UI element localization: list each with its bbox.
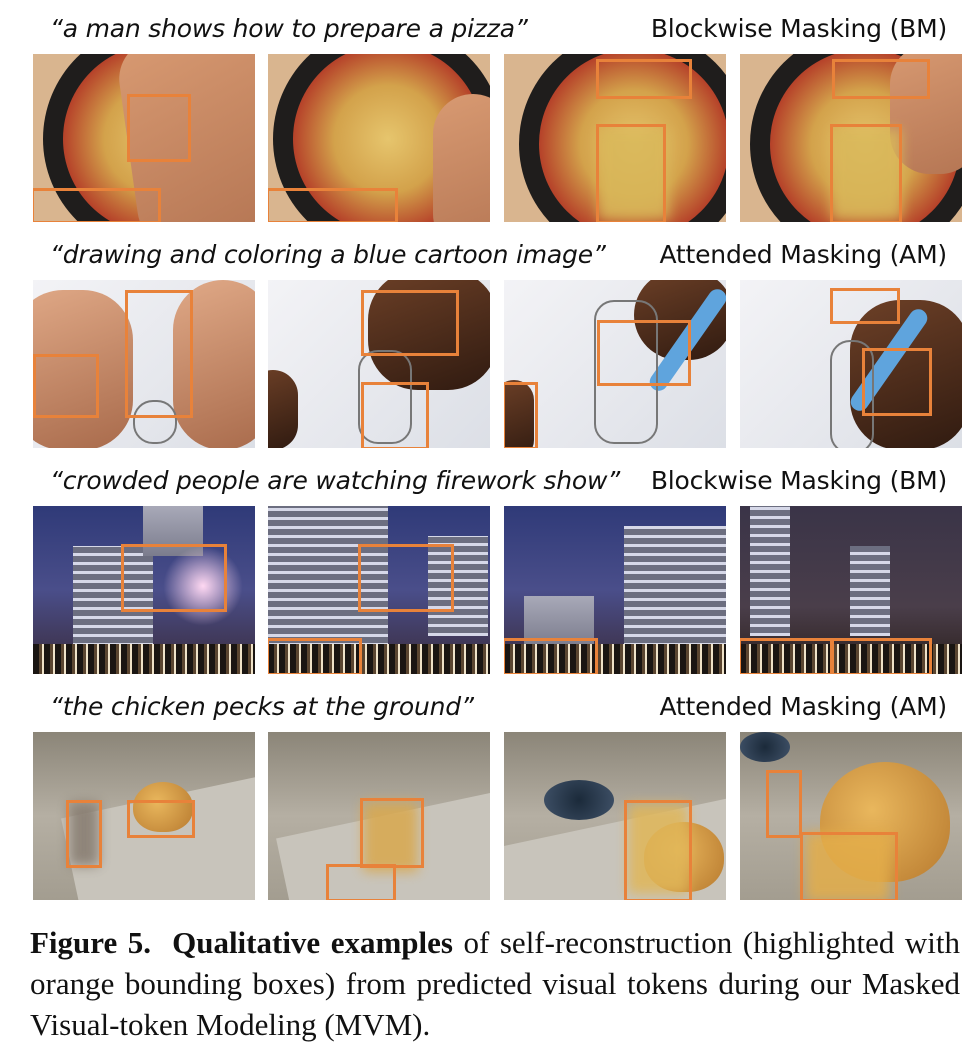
reconstruction-box — [66, 800, 102, 868]
example-row-drawing: “drawing and coloring a blue cartoon ima… — [0, 240, 979, 280]
reconstruction-box — [504, 382, 538, 448]
frame-chicken-3 — [504, 732, 726, 900]
frame-pizza-3 — [504, 54, 726, 222]
example-row-pizza: “a man shows how to prepare a pizza” Blo… — [0, 14, 979, 224]
reconstruction-box — [800, 832, 898, 900]
reconstruction-box — [596, 124, 666, 222]
reconstruction-box — [504, 638, 598, 674]
figure-caption: Figure 5. Qualitative examples of self-r… — [30, 922, 960, 1045]
row-caption: “drawing and coloring a blue cartoon ima… — [50, 240, 606, 269]
frame-fireworks-4 — [740, 506, 962, 674]
example-row-fireworks: “crowded people are watching firework sh… — [0, 466, 979, 506]
reconstruction-box — [361, 382, 429, 448]
frame-drawing-4 — [740, 280, 962, 448]
frame-pizza-1 — [33, 54, 255, 222]
figure-caption-text: of self-reconstruction (highlighted with… — [30, 925, 960, 1042]
reconstruction-box — [125, 290, 193, 418]
row-method-label: Blockwise Masking (BM) — [650, 466, 947, 495]
reconstruction-box — [127, 800, 195, 838]
reconstruction-box — [830, 288, 900, 324]
frame-fireworks-2 — [268, 506, 490, 674]
figure-label: Figure 5. — [30, 925, 152, 960]
row-caption: “crowded people are watching firework sh… — [50, 466, 620, 495]
reconstruction-box — [121, 544, 227, 612]
example-row-chicken: “the chicken pecks at the ground” Attend… — [0, 692, 979, 732]
reconstruction-box — [127, 94, 191, 162]
reconstruction-box — [740, 638, 834, 674]
frame-drawing-3 — [504, 280, 726, 448]
frame-chicken-1 — [33, 732, 255, 900]
frame-fireworks-1 — [33, 506, 255, 674]
reconstruction-box — [830, 124, 902, 222]
reconstruction-box — [326, 864, 396, 900]
reconstruction-box — [862, 348, 932, 416]
reconstruction-box — [33, 354, 99, 418]
frame-pizza-2 — [268, 54, 490, 222]
frame-chicken-4 — [740, 732, 962, 900]
reconstruction-box — [597, 320, 691, 386]
row-method-label: Attended Masking (AM) — [659, 692, 947, 721]
row-method-label: Attended Masking (AM) — [659, 240, 947, 269]
reconstruction-box — [596, 59, 692, 99]
frame-drawing-2 — [268, 280, 490, 448]
frame-drawing-1 — [33, 280, 255, 448]
frame-chicken-2 — [268, 732, 490, 900]
row-caption: “the chicken pecks at the ground” — [50, 692, 474, 721]
reconstruction-box — [268, 638, 362, 674]
frame-pizza-4 — [740, 54, 962, 222]
row-caption: “a man shows how to prepare a pizza” — [50, 14, 528, 43]
frame-fireworks-3 — [504, 506, 726, 674]
reconstruction-box — [361, 290, 459, 356]
reconstruction-box — [832, 59, 930, 99]
row-method-label: Blockwise Masking (BM) — [650, 14, 947, 43]
reconstruction-box — [624, 800, 692, 900]
reconstruction-box — [830, 638, 932, 674]
reconstruction-box — [360, 798, 424, 868]
figure-bold-phrase: Qualitative examples — [172, 925, 453, 960]
reconstruction-box — [766, 770, 802, 838]
reconstruction-box — [33, 188, 161, 222]
reconstruction-box — [268, 188, 398, 222]
reconstruction-box — [358, 544, 454, 612]
